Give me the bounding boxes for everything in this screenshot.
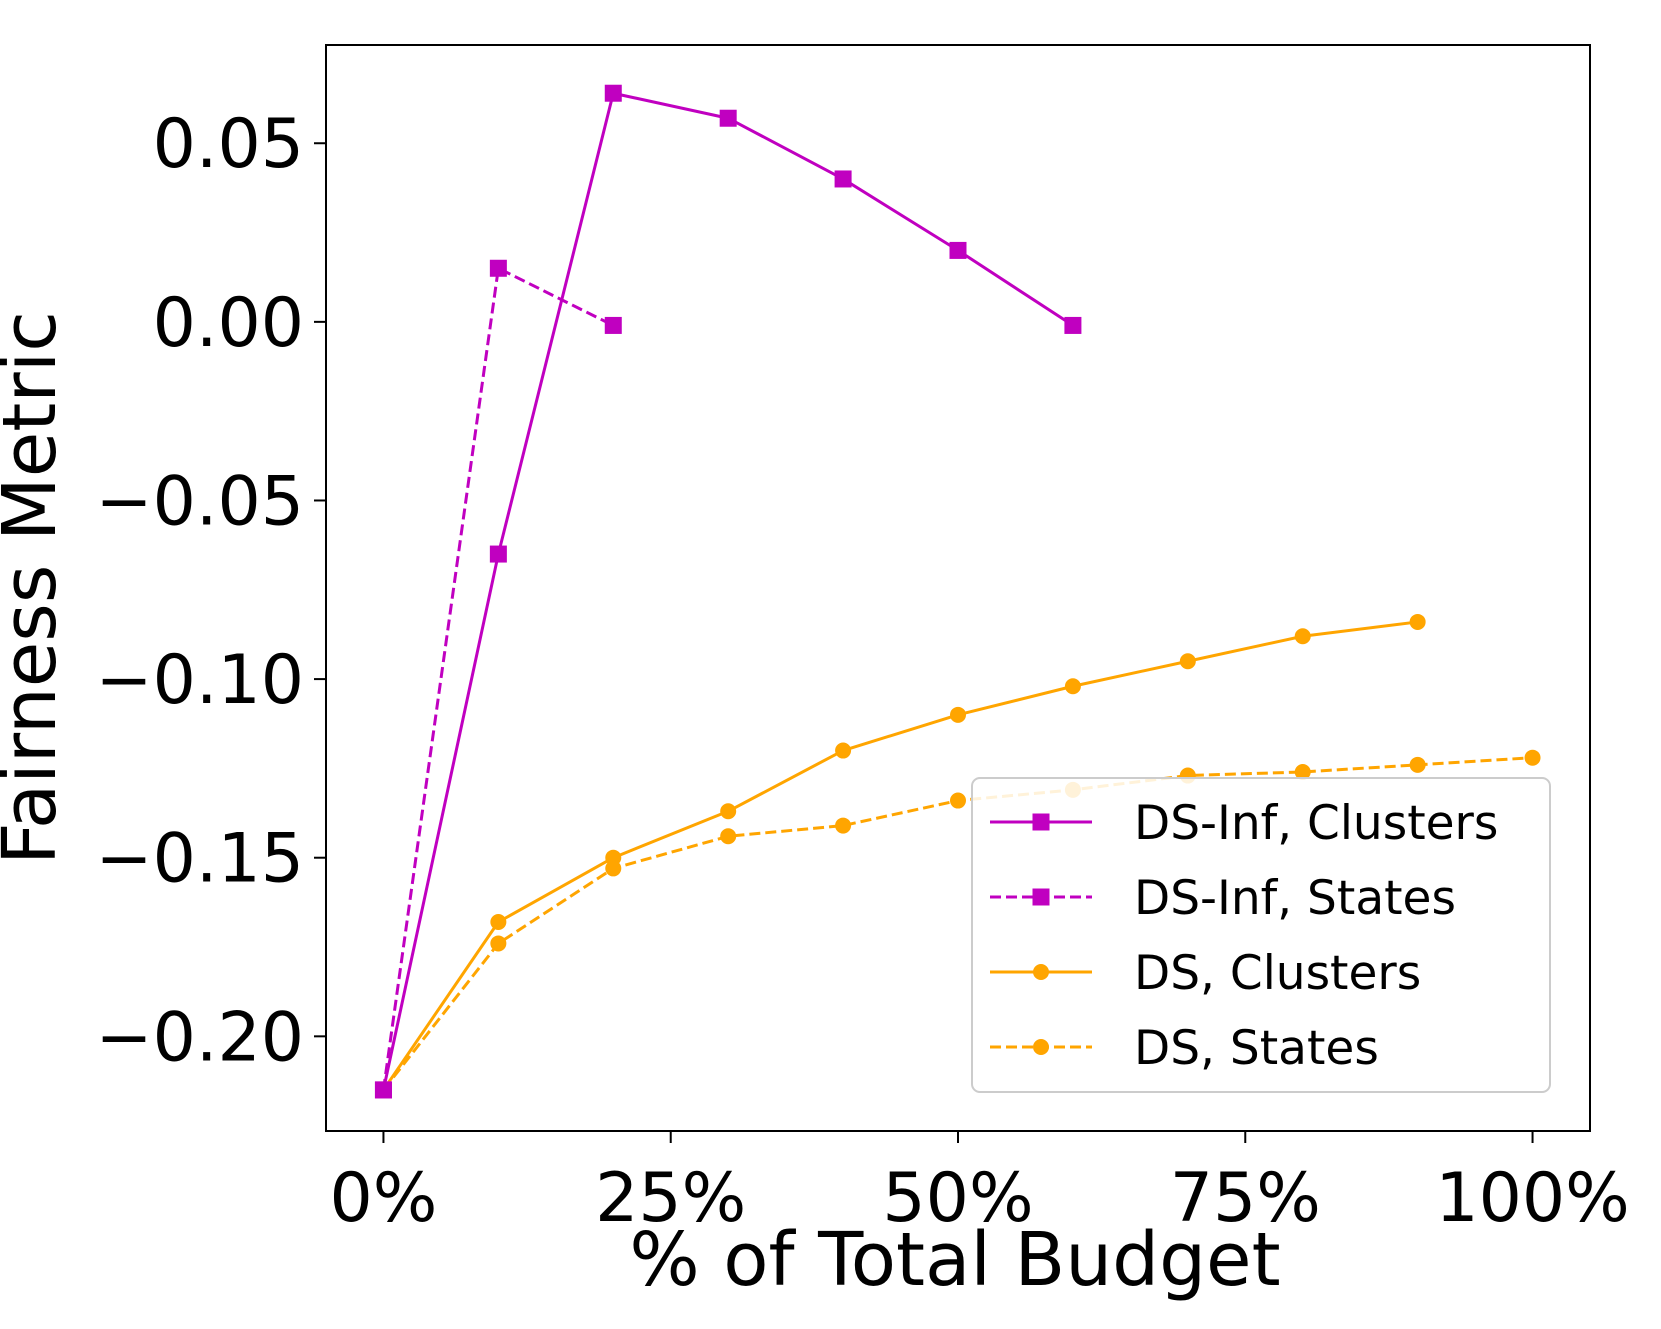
legend-entry-label: DS, States bbox=[1134, 1021, 1379, 1076]
data-point bbox=[1064, 678, 1081, 695]
data-point bbox=[835, 817, 852, 834]
data-point bbox=[604, 316, 622, 334]
data-point bbox=[720, 828, 737, 845]
series-ds-inf-states bbox=[374, 259, 622, 1099]
data-point bbox=[605, 860, 622, 877]
data-point bbox=[490, 935, 507, 952]
plot-area bbox=[374, 84, 1541, 1099]
legend-marker bbox=[1033, 1039, 1049, 1055]
data-point bbox=[1064, 316, 1082, 334]
data-point bbox=[834, 170, 852, 188]
y-axis-label: Fairness Metric bbox=[0, 311, 73, 865]
legend: DS-Inf, Clusters DS-Inf, States DS, Cluste… bbox=[971, 777, 1551, 1093]
y-tick-label: 0.05 bbox=[153, 105, 304, 184]
legend-entry-label: DS, Clusters bbox=[1134, 946, 1421, 1001]
legend-marker bbox=[1032, 888, 1050, 906]
series-line-ds-clusters bbox=[382, 620, 1418, 1091]
x-tick-label: 75% bbox=[1170, 1159, 1321, 1238]
legend-entry-label: DS-Inf, States bbox=[1134, 871, 1456, 926]
x-tick-label: 25% bbox=[595, 1159, 746, 1238]
x-tick-label: 100% bbox=[1435, 1159, 1629, 1238]
legend-entry-label: DS-Inf, Clusters bbox=[1134, 796, 1498, 851]
data-point bbox=[950, 792, 966, 809]
data-point bbox=[1409, 756, 1426, 773]
series-line-ds-inf-states bbox=[381, 266, 614, 1091]
data-point bbox=[489, 259, 507, 277]
data-point bbox=[1409, 613, 1426, 630]
y-tick-label: −0.15 bbox=[96, 820, 304, 899]
y-tick-label: −0.05 bbox=[96, 462, 304, 541]
data-point bbox=[719, 109, 737, 127]
x-tick-label: 50% bbox=[882, 1159, 1033, 1238]
data-point bbox=[1179, 653, 1196, 670]
data-point bbox=[950, 706, 966, 723]
legend-box bbox=[971, 777, 1551, 1093]
x-axis-label: % of Total Budget bbox=[629, 1217, 1280, 1303]
data-point bbox=[835, 742, 852, 759]
data-point bbox=[1294, 628, 1311, 645]
y-tick-label: 0.00 bbox=[153, 284, 304, 363]
data-point bbox=[1524, 749, 1541, 766]
data-point bbox=[490, 914, 507, 931]
y-tick-label: −0.20 bbox=[96, 998, 304, 1077]
y-tick-label: −0.10 bbox=[96, 641, 304, 720]
legend-marker bbox=[1033, 964, 1049, 980]
x-tick-label: 0% bbox=[330, 1159, 438, 1238]
data-point bbox=[374, 1081, 392, 1099]
axes: 0% 25% 50% 75% 100% 0.05 0.00 −0.05 −0.10 −0.15 −0… bbox=[96, 44, 1630, 1238]
data-point bbox=[949, 241, 967, 259]
data-point bbox=[604, 84, 622, 102]
data-point bbox=[720, 803, 737, 820]
legend-marker bbox=[1032, 813, 1050, 831]
data-point bbox=[489, 545, 507, 563]
